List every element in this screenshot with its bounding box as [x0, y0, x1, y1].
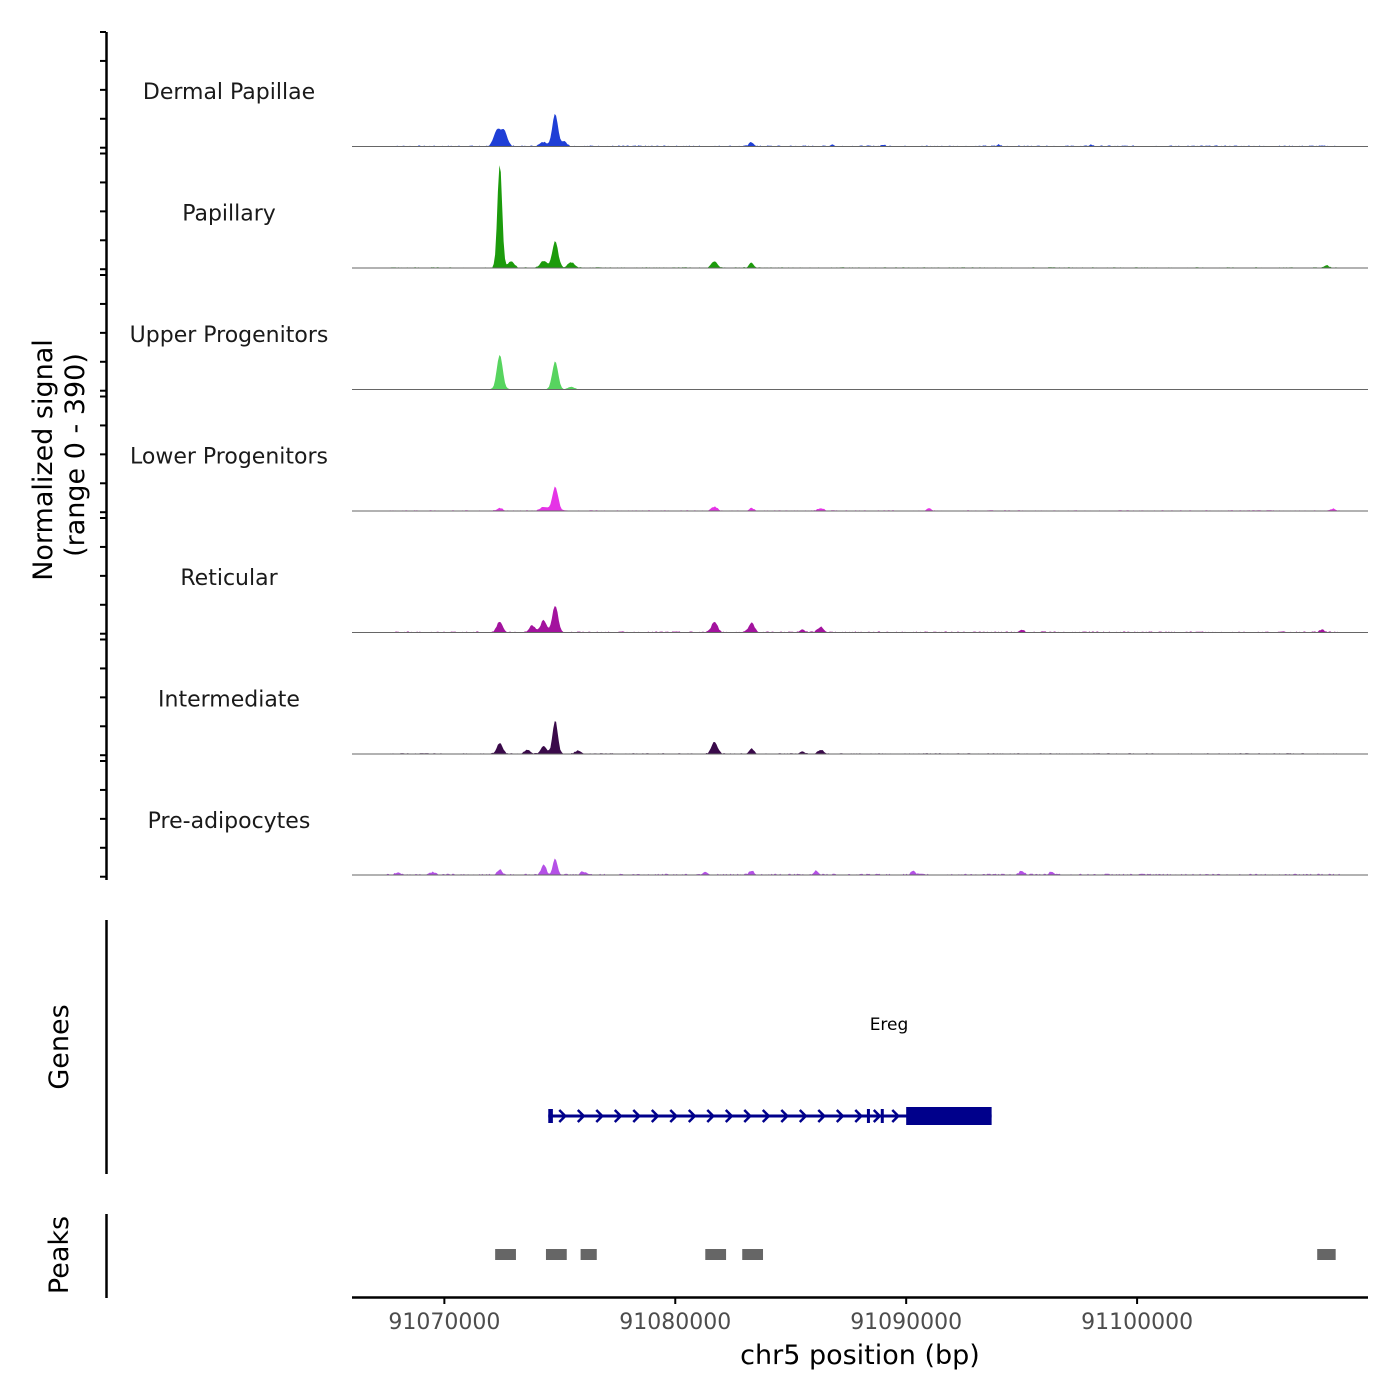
peak-region [1317, 1249, 1336, 1260]
strand-arrow [724, 1109, 734, 1123]
coverage-track: Papillary [182, 165, 1368, 269]
coverage-area [352, 721, 1368, 754]
coverage-area [352, 606, 1368, 633]
strand-arrow [798, 1109, 808, 1123]
coverage-track: Reticular [180, 566, 1368, 633]
track-label: Upper Progenitors [130, 323, 329, 348]
coverage-area [352, 858, 1368, 875]
genes-panel-label: Genes [44, 1004, 75, 1089]
strand-arrow [558, 1109, 568, 1123]
track-label: Papillary [182, 202, 276, 227]
track-label: Dermal Papillae [143, 80, 315, 105]
strand-arrow [780, 1109, 790, 1123]
x-axis: 91070000 91080000 91090000 91100000 [352, 1296, 1368, 1335]
track-label: Reticular [180, 566, 278, 591]
track-label: Intermediate [158, 688, 300, 713]
strand-arrow [613, 1109, 623, 1123]
peak-track [495, 1249, 1336, 1260]
peak-region [495, 1249, 516, 1260]
y-axis-subtitle: (range 0 - 390) [60, 353, 91, 557]
gene-track: Ereg [548, 1015, 992, 1125]
track-label: Pre-adipocytes [148, 809, 311, 834]
coverage-track: Dermal Papillae [143, 80, 1368, 147]
gene-name-label: Ereg [870, 1015, 909, 1035]
strand-arrow [817, 1109, 827, 1123]
peak-region [705, 1249, 727, 1260]
strand-arrow [669, 1109, 679, 1123]
x-tick-label: 91070000 [388, 1310, 500, 1335]
x-tick-label: 91090000 [850, 1310, 962, 1335]
strand-arrow [650, 1109, 660, 1123]
peak-region [545, 1249, 567, 1260]
strand-arrow [891, 1109, 901, 1123]
strand-arrow [854, 1109, 864, 1123]
peaks-panel-label: Peaks [44, 1216, 75, 1294]
coverage-track: Lower Progenitors [130, 445, 1368, 512]
x-tick-label: 91080000 [619, 1310, 731, 1335]
coverage-track: Upper Progenitors [130, 323, 1368, 390]
strand-arrow [595, 1109, 605, 1123]
gene-exon [866, 1109, 870, 1123]
peak-region [580, 1249, 597, 1260]
coverage-tracks: Dermal Papillae Papillary Upper Progenitor… [130, 80, 1368, 876]
coverage-track: Pre-adipocytes [148, 809, 1368, 876]
strand-arrow [743, 1109, 753, 1123]
coverage-area [352, 113, 1368, 147]
x-axis-title: chr5 position (bp) [740, 1340, 980, 1371]
strand-arrow [872, 1109, 882, 1123]
strand-arrow [687, 1109, 697, 1123]
strand-arrow [576, 1109, 586, 1123]
coverage-y-axis [100, 31, 108, 880]
coverage-track: Intermediate [158, 688, 1368, 755]
strand-arrow [706, 1109, 716, 1123]
coverage-area [352, 486, 1368, 511]
gene-exon [880, 1109, 884, 1123]
gene-exon [548, 1109, 553, 1123]
track-label: Lower Progenitors [130, 445, 328, 470]
coverage-area [352, 355, 1368, 390]
strand-arrow [835, 1109, 845, 1123]
y-axis-title: Normalized signal [28, 339, 59, 581]
gene-exon [906, 1107, 992, 1125]
strand-arrow [761, 1109, 771, 1123]
x-tick-label: 91100000 [1081, 1310, 1193, 1335]
gene-model: Ereg [548, 1015, 992, 1125]
strand-arrow [632, 1109, 642, 1123]
peak-region [742, 1249, 764, 1260]
